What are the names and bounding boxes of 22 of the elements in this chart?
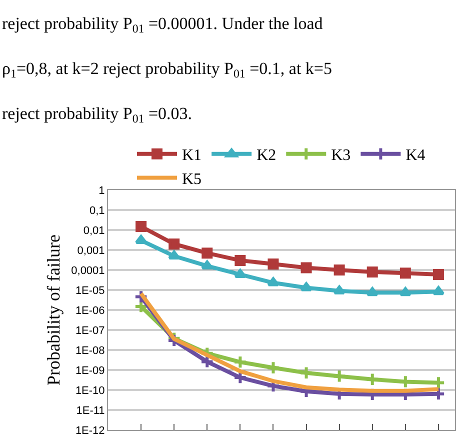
legend-label: K1 — [182, 147, 202, 164]
y-tick-label: 1E-10 — [75, 384, 105, 397]
y-tick-label: 1E-08 — [75, 344, 105, 357]
y-tick-label: 1E-09 — [75, 364, 105, 377]
y-tick-label: 1E-11 — [76, 404, 105, 417]
text: reject probability P$_{01}$ =0.03. — [2, 104, 192, 126]
y-axis-title: Probability of failure — [43, 234, 64, 386]
legend-label: K4 — [406, 147, 426, 164]
y-tick-label: 1 — [98, 184, 105, 197]
legend-label: K5 — [182, 170, 202, 188]
y-tick-label: 1E-12 — [75, 424, 105, 437]
y-tick-label: 0,001 — [77, 244, 105, 257]
text: ρ$_{1}$=0,8, at k=2 reject probability P$_{01}$ =0.1, at k=5 — [2, 59, 332, 81]
y-tick-label: 0,1 — [90, 204, 105, 217]
y-tick-label: 0,01 — [83, 224, 105, 237]
y-tick-label: 0,0001 — [71, 264, 105, 277]
y-tick-label: 1E-07 — [75, 324, 105, 337]
legend-label: K3 — [331, 147, 351, 164]
y-tick-label: 1E-05 — [75, 284, 105, 297]
text: reject probability P$_{01}$ =0.00001. Under the load — [2, 14, 324, 36]
legend-label: K2 — [256, 147, 276, 164]
y-tick-label: 1E-06 — [75, 304, 105, 317]
